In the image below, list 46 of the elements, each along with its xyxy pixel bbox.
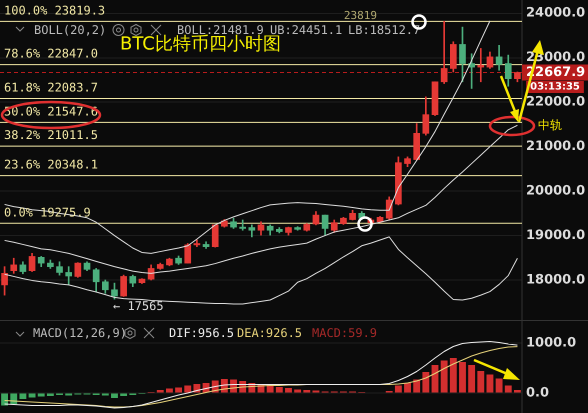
bar — [468, 365, 476, 392]
annotation: DIF:956.5 — [169, 326, 234, 340]
bar — [486, 374, 494, 392]
ref-line-label: 61.8% 22083.7 — [4, 80, 98, 94]
y-tick-label: 20000.0 — [526, 183, 586, 198]
annotation: DEA:926.5 — [237, 326, 302, 340]
bar — [1, 394, 8, 406]
bar — [38, 394, 45, 396]
y-tick-label: 22000.0 — [526, 94, 586, 110]
annotation: LB:18512.7 — [348, 23, 420, 38]
bar — [394, 386, 402, 392]
annotation: ← 17565 — [113, 299, 164, 314]
ref-line-label: 38.2% 21011.5 — [4, 128, 98, 142]
ref-line-label: 100.0% 23819.3 — [4, 3, 106, 18]
y-tick-label: 1000.0 — [526, 335, 576, 350]
text: 03:13:35 — [530, 82, 580, 93]
ref-line-label: 78.6% 22847.0 — [4, 46, 98, 61]
bar — [166, 388, 173, 392]
bar — [28, 394, 36, 398]
bar — [175, 388, 182, 392]
annotation: MACD:59.9 — [312, 326, 378, 340]
bar — [450, 358, 457, 392]
text: 中轨 — [538, 118, 562, 132]
y-tick-label: 21000.0 — [526, 139, 586, 154]
bar — [440, 360, 448, 392]
bar — [276, 387, 283, 392]
bar — [19, 394, 26, 399]
annotation: BOLL(20,2) — [34, 23, 106, 38]
bar — [496, 378, 503, 392]
y-tick-label: 19000.0 — [526, 228, 586, 243]
annotation: MACD(12,26,9) — [33, 326, 127, 340]
bar — [111, 394, 118, 398]
y-tick-label: 18000.0 — [526, 272, 586, 288]
ref-line-label: 23.6% 20348.1 — [4, 158, 98, 172]
bar — [459, 362, 466, 392]
bar — [184, 386, 192, 392]
bar — [477, 371, 484, 392]
bar — [294, 390, 302, 392]
y-tick-label: 0.0 — [526, 385, 550, 400]
bar — [285, 388, 292, 392]
bar — [432, 365, 438, 392]
bar — [504, 386, 512, 392]
y-tick-label: 24000.0 — [526, 6, 586, 21]
bar — [422, 372, 430, 392]
annotation: 23819 — [344, 8, 377, 22]
bar — [404, 383, 411, 392]
